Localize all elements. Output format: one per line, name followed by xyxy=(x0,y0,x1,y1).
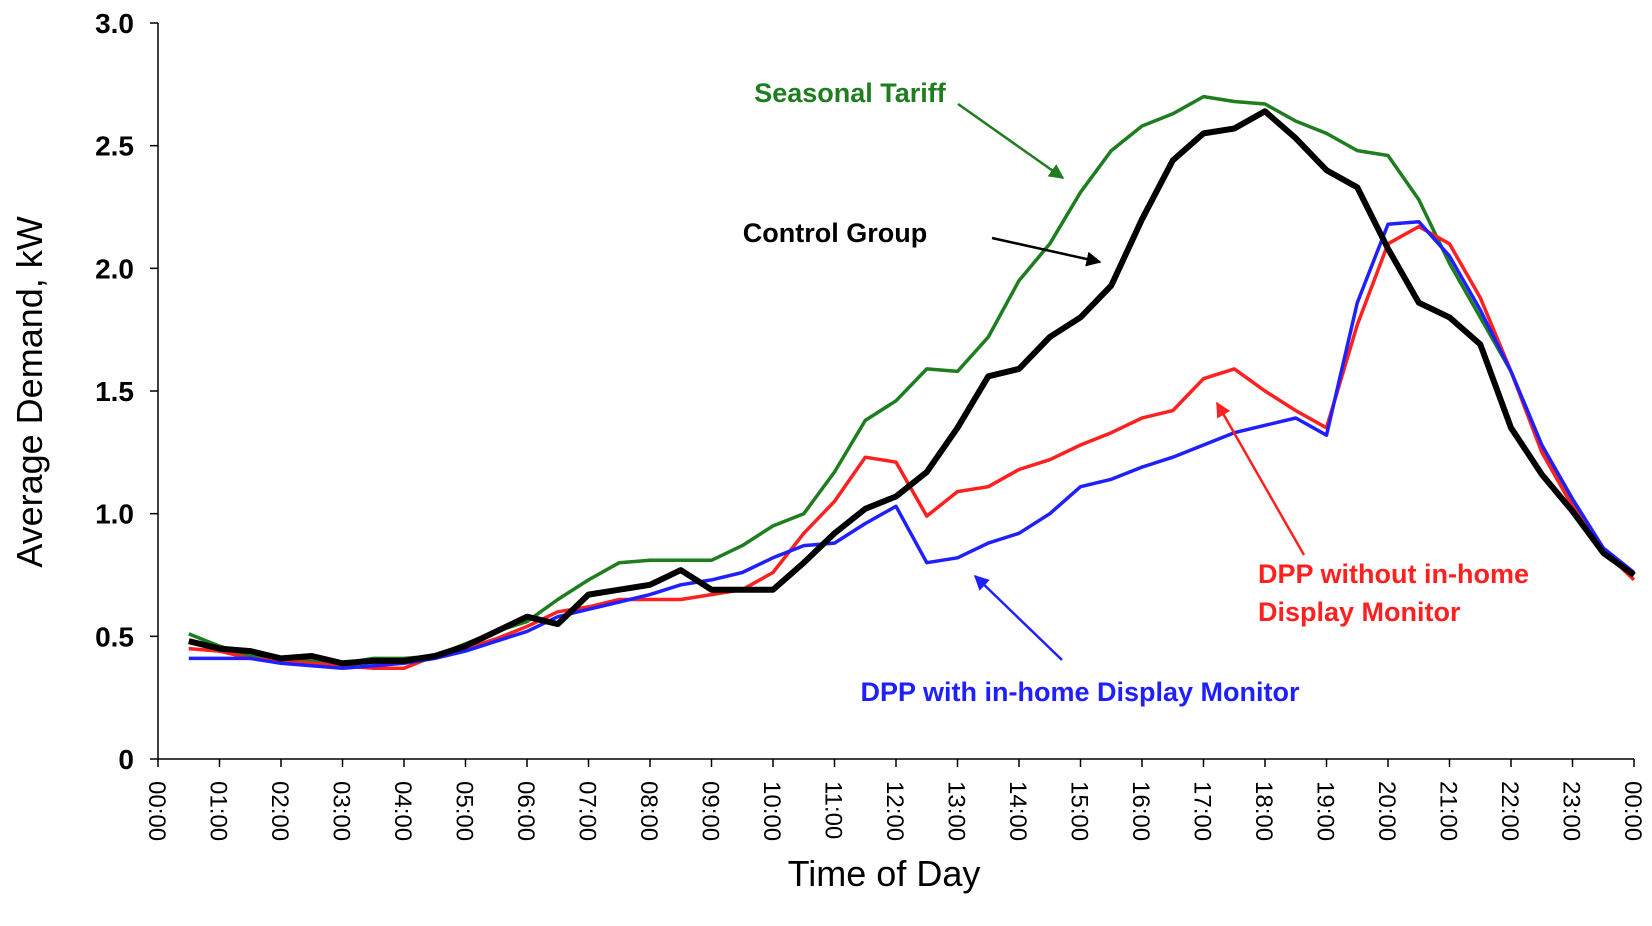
x-tick-label: 00:00 xyxy=(143,781,170,841)
x-tick-label: 02:00 xyxy=(266,781,293,841)
x-tick-label: 14:00 xyxy=(1004,781,1031,841)
annotation-arrow xyxy=(957,102,1065,180)
x-tick-label: 04:00 xyxy=(389,781,416,841)
x-axis-label: Time of Day xyxy=(788,853,981,894)
y-tick-label: 2.0 xyxy=(95,253,134,284)
y-tick-label: 2.5 xyxy=(95,131,134,162)
annotation-arrow xyxy=(991,236,1102,267)
x-tick-label: 06:00 xyxy=(512,781,539,841)
x-tick-label: 01:00 xyxy=(205,781,232,841)
x-tick-label: 00:00 xyxy=(1619,781,1646,841)
y-tick-label: 1.5 xyxy=(95,376,134,407)
x-tick-label: 20:00 xyxy=(1373,781,1400,841)
x-tick-label: 22:00 xyxy=(1496,781,1523,841)
y-tick-label: 3.0 xyxy=(95,8,134,39)
x-tick-label: 07:00 xyxy=(574,781,601,841)
x-tick-label: 10:00 xyxy=(758,781,785,841)
y-axis-label: Average Demand, kW xyxy=(9,216,50,568)
annotation-arrow xyxy=(973,574,1063,661)
x-tick-label: 13:00 xyxy=(943,781,970,841)
x-tick-label: 05:00 xyxy=(451,781,478,841)
x-tick-label: 08:00 xyxy=(635,781,662,841)
series-label: DPP with in-home Display Monitor xyxy=(860,677,1300,707)
x-tick-label: 21:00 xyxy=(1435,781,1462,841)
y-tick-label: 0.5 xyxy=(95,621,134,652)
y-tick-label: 0 xyxy=(118,744,134,775)
series-line xyxy=(188,108,1636,667)
x-tick-label: 09:00 xyxy=(697,781,724,841)
x-tick-label: 17:00 xyxy=(1189,781,1216,841)
series-label: DPP without in-home Display Monitor xyxy=(1258,559,1529,627)
y-tick-label: 1.0 xyxy=(95,499,134,530)
annotation-arrow xyxy=(1215,401,1306,556)
x-tick-label: 18:00 xyxy=(1250,781,1277,841)
series-label: Seasonal Tariff xyxy=(754,78,946,108)
x-tick-label: 19:00 xyxy=(1312,781,1339,841)
x-tick-label: 15:00 xyxy=(1066,781,1093,841)
x-tick-label: 03:00 xyxy=(328,781,355,841)
x-tick-label: 11:00 xyxy=(820,781,847,839)
x-tick-label: 23:00 xyxy=(1558,781,1585,841)
series-label: Control Group xyxy=(742,218,928,248)
x-tick-label: 16:00 xyxy=(1127,781,1154,841)
x-tick-label: 12:00 xyxy=(881,781,908,841)
